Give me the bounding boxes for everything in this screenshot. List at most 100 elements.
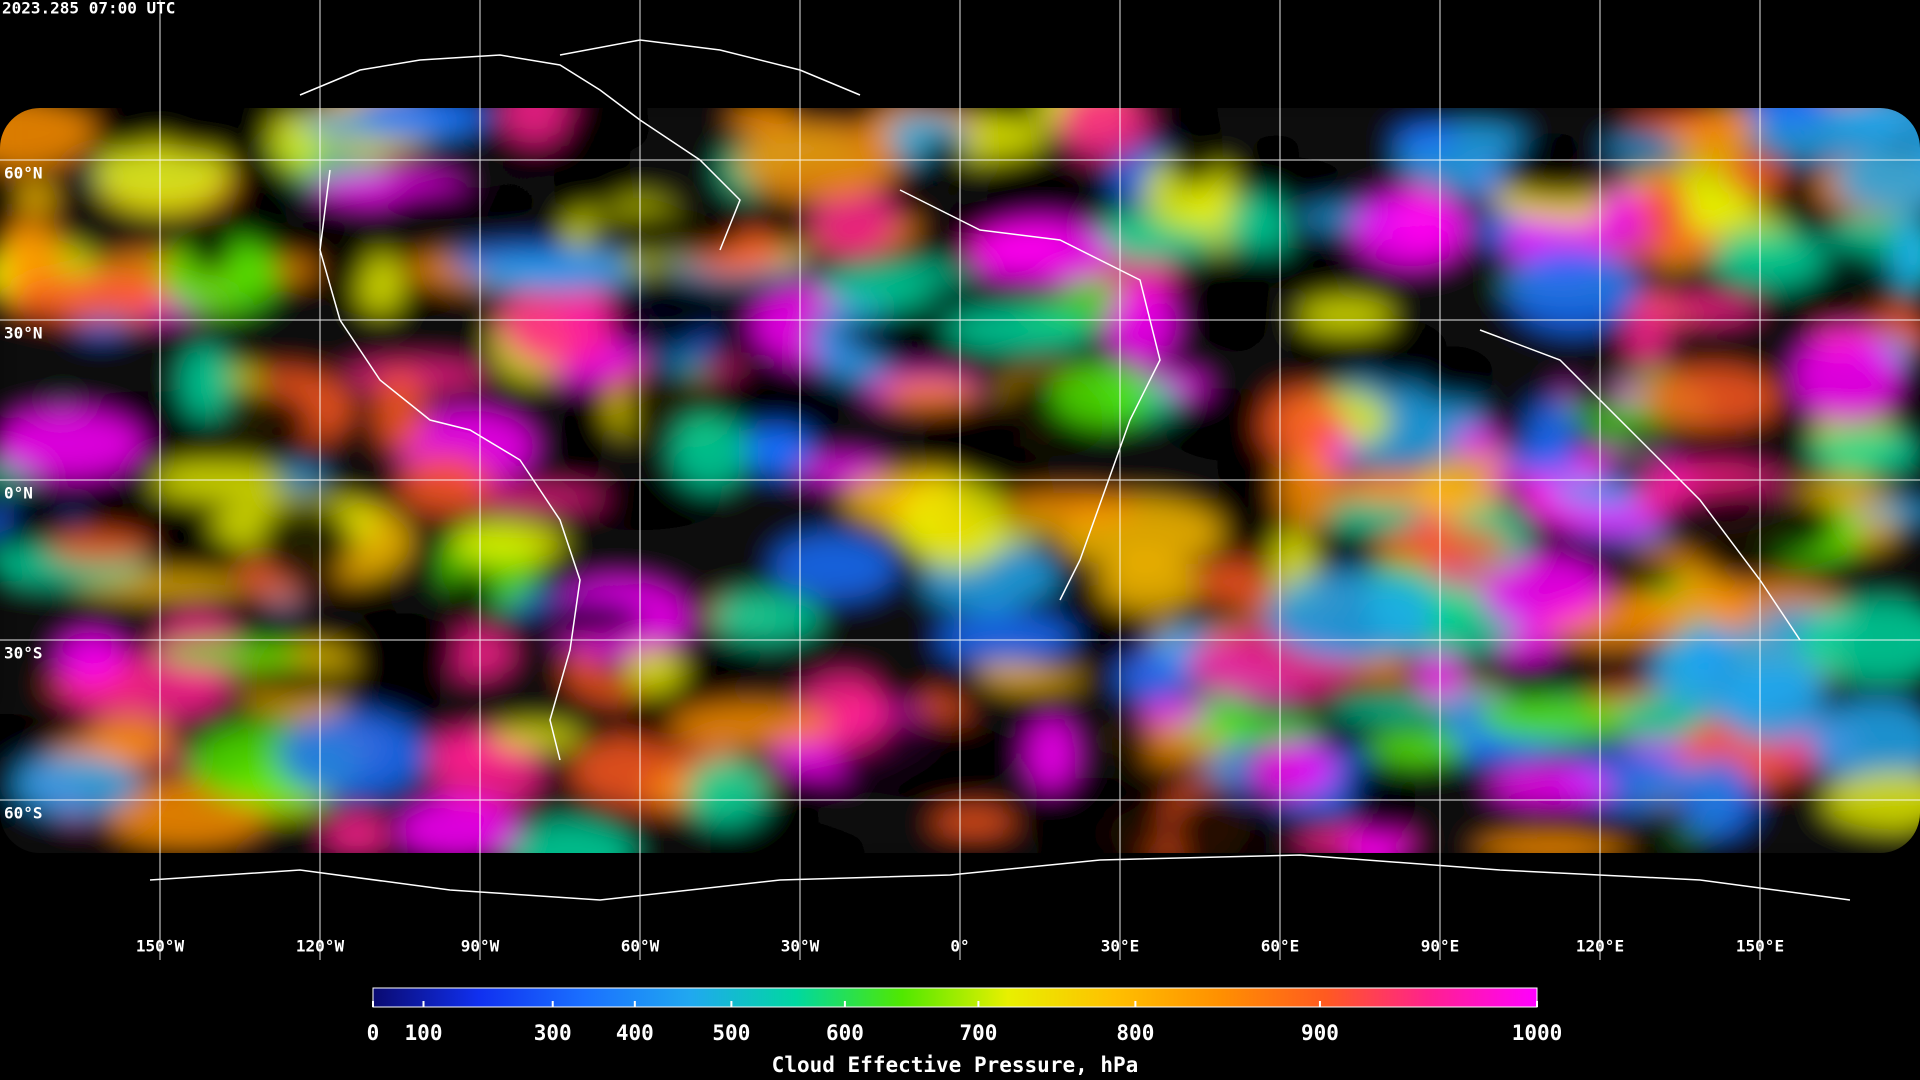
cloud-patch: [259, 501, 354, 585]
colorbar-label: Cloud Effective Pressure, hPa: [772, 1053, 1139, 1077]
cloud-patch: [1252, 134, 1300, 168]
cloud-patch: [350, 612, 461, 686]
cloud-patch: [398, 454, 491, 514]
cloud-patch: [1265, 570, 1436, 661]
cloud-patch: [386, 187, 545, 222]
cloud-patch: [1497, 148, 1633, 198]
cloud-patch: [14, 182, 57, 212]
cloud-patch: [45, 192, 98, 214]
cloud-patch: [1475, 834, 1628, 853]
coastline: [149, 854, 1851, 901]
cloud-patch: [1453, 427, 1501, 458]
cloud-patch: [1226, 193, 1289, 266]
cloud-patch: [685, 759, 768, 826]
cloud-patch: [179, 345, 232, 420]
cloud-patch: [1728, 154, 1784, 197]
longitude-label: 150°W: [136, 937, 185, 956]
colorbar-tick-label: 900: [1301, 1021, 1339, 1045]
cloud-patch: [220, 155, 300, 223]
cloud-patch: [986, 164, 1083, 228]
cloud-patch: [1625, 110, 1767, 131]
cloud-patch: [1808, 430, 1920, 472]
cloud-patch: [736, 122, 900, 201]
longitude-label: 60°W: [621, 937, 660, 956]
cloud-patch: [1658, 486, 1838, 561]
longitude-label: 30°W: [781, 937, 820, 956]
cloud-patch: [1395, 125, 1458, 155]
cloud-patch: [9, 275, 167, 321]
cloud-patch: [57, 631, 125, 684]
cloud-patch: [1892, 215, 1920, 291]
coastlines: [149, 39, 1851, 901]
cloud-patch: [933, 808, 1014, 836]
cloud-patch: [560, 108, 652, 155]
coastline: [1479, 329, 1801, 641]
cloud-patch: [1834, 150, 1920, 214]
cloud-patch: [452, 521, 564, 564]
longitude-label: 150°E: [1736, 937, 1784, 956]
cloud-patch: [583, 209, 745, 259]
cloud-patch: [1474, 696, 1630, 742]
map-title: 2023.285 07:00 UTC: [2, 0, 175, 18]
cloud-patch: [1497, 666, 1564, 703]
cloud-patch: [1656, 295, 1761, 321]
cloud-patch: [730, 108, 795, 134]
longitude-label: 0°: [950, 937, 969, 956]
cloud-patch: [373, 371, 426, 451]
cloud-patch: [150, 108, 267, 156]
cloud-patch: [1856, 500, 1920, 522]
cloud-patch: [1480, 555, 1607, 629]
coastline: [299, 54, 741, 251]
cloud-patch: [1330, 697, 1463, 720]
cloud-patch: [921, 277, 1068, 308]
cloud-patch: [1577, 356, 1651, 381]
cloud-patch: [624, 649, 684, 693]
cloud-patch: [561, 394, 603, 483]
cloud-patch: [187, 228, 234, 273]
cloud-patch: [1171, 787, 1270, 853]
colorbar-tick-label: 100: [405, 1021, 443, 1045]
cloud-patch: [1050, 363, 1153, 427]
cloud-patch: [133, 384, 311, 464]
cloud-patch: [1793, 331, 1900, 421]
cloud-patch: [905, 481, 1010, 570]
colorbar-tick-label: 0: [367, 1021, 380, 1045]
cloud-patch: [1140, 699, 1211, 725]
colorbar-tick-label: 400: [616, 1021, 654, 1045]
latitude-label: 0°N: [4, 484, 33, 503]
cloud-patch: [1199, 715, 1323, 743]
cloud-patch: [876, 668, 927, 711]
cloud-patch: [796, 457, 887, 483]
colorbar-tick-label: 600: [826, 1021, 864, 1045]
cloud-patch: [0, 410, 144, 478]
cloud-patch: [475, 258, 637, 292]
longitude-label: 30°E: [1101, 937, 1140, 956]
colorbar-tick-label: 500: [712, 1021, 750, 1045]
cloud-patch: [500, 277, 622, 367]
cloud-patch: [1488, 766, 1614, 805]
cloud-patch: [1823, 772, 1920, 830]
longitude-label: 60°E: [1261, 937, 1300, 956]
longitude-label: 90°E: [1421, 937, 1460, 956]
cloud-patch: [1164, 108, 1223, 188]
colorbar-tick-label: 1000: [1512, 1021, 1563, 1045]
cloud-patch: [1026, 777, 1183, 853]
cloud-patch: [455, 487, 607, 509]
cloud-patch: [711, 592, 821, 642]
cloud-patch: [1640, 172, 1688, 246]
cloud-patch: [1741, 108, 1831, 128]
cloud-patch: [12, 754, 140, 815]
cloud-patch: [606, 270, 712, 358]
latitude-label: 30°S: [4, 644, 43, 663]
cloud-patch: [1508, 245, 1639, 332]
cloud-patch: [1197, 274, 1270, 353]
cloud-patch: [449, 568, 495, 628]
cloud-patch: [270, 467, 325, 489]
cloud-patch: [294, 578, 397, 609]
cloud-patch: [1604, 138, 1685, 159]
coastline: [559, 39, 861, 96]
cloud-patch: [1106, 285, 1176, 363]
cloud-patch: [1250, 741, 1335, 797]
cloud-patch: [151, 461, 283, 501]
